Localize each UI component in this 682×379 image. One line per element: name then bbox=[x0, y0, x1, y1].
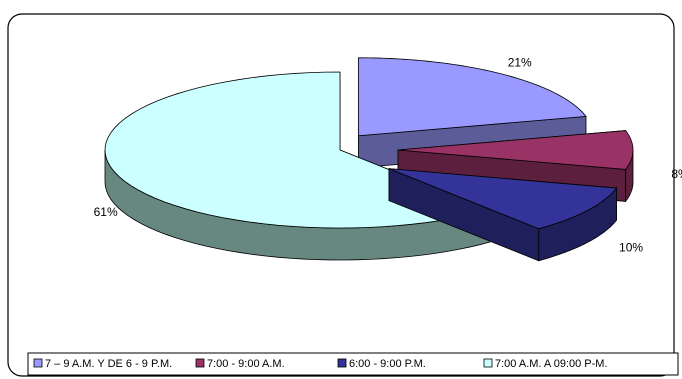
pie-slice-1-top bbox=[357, 57, 587, 137]
legend-swatch-1 bbox=[33, 358, 43, 368]
pie-labels: 21% 8% 61% 10% bbox=[94, 56, 682, 255]
pie-slice-3-top bbox=[388, 168, 618, 230]
legend-label-2: 7:00 - 9:00 A.M. bbox=[207, 358, 285, 370]
legend-label-1: 7 – 9 A.M. Y DE 6 - 9 P.M. bbox=[45, 358, 172, 370]
legend-label-4: 7:00 A.M. A 09:00 P-M. bbox=[495, 358, 608, 370]
slice-label-2: 8% bbox=[671, 167, 682, 181]
pie-slice-2-top bbox=[397, 130, 634, 170]
slice-label-3: 10% bbox=[619, 241, 643, 255]
legend-label-3: 6:00 - 9:00 P.M. bbox=[349, 358, 426, 370]
slice-label-1: 21% bbox=[508, 56, 532, 70]
slice-label-4: 61% bbox=[94, 205, 118, 219]
pie-tops bbox=[104, 57, 634, 262]
legend-box bbox=[27, 352, 679, 376]
legend-swatch-3 bbox=[337, 358, 347, 368]
legend-swatch-2 bbox=[195, 358, 205, 368]
legend-swatch-4 bbox=[483, 358, 493, 368]
pie-slice-3 bbox=[388, 168, 618, 262]
legend: 7 – 9 A.M. Y DE 6 - 9 P.M. 7:00 - 9:00 A.… bbox=[27, 352, 679, 376]
